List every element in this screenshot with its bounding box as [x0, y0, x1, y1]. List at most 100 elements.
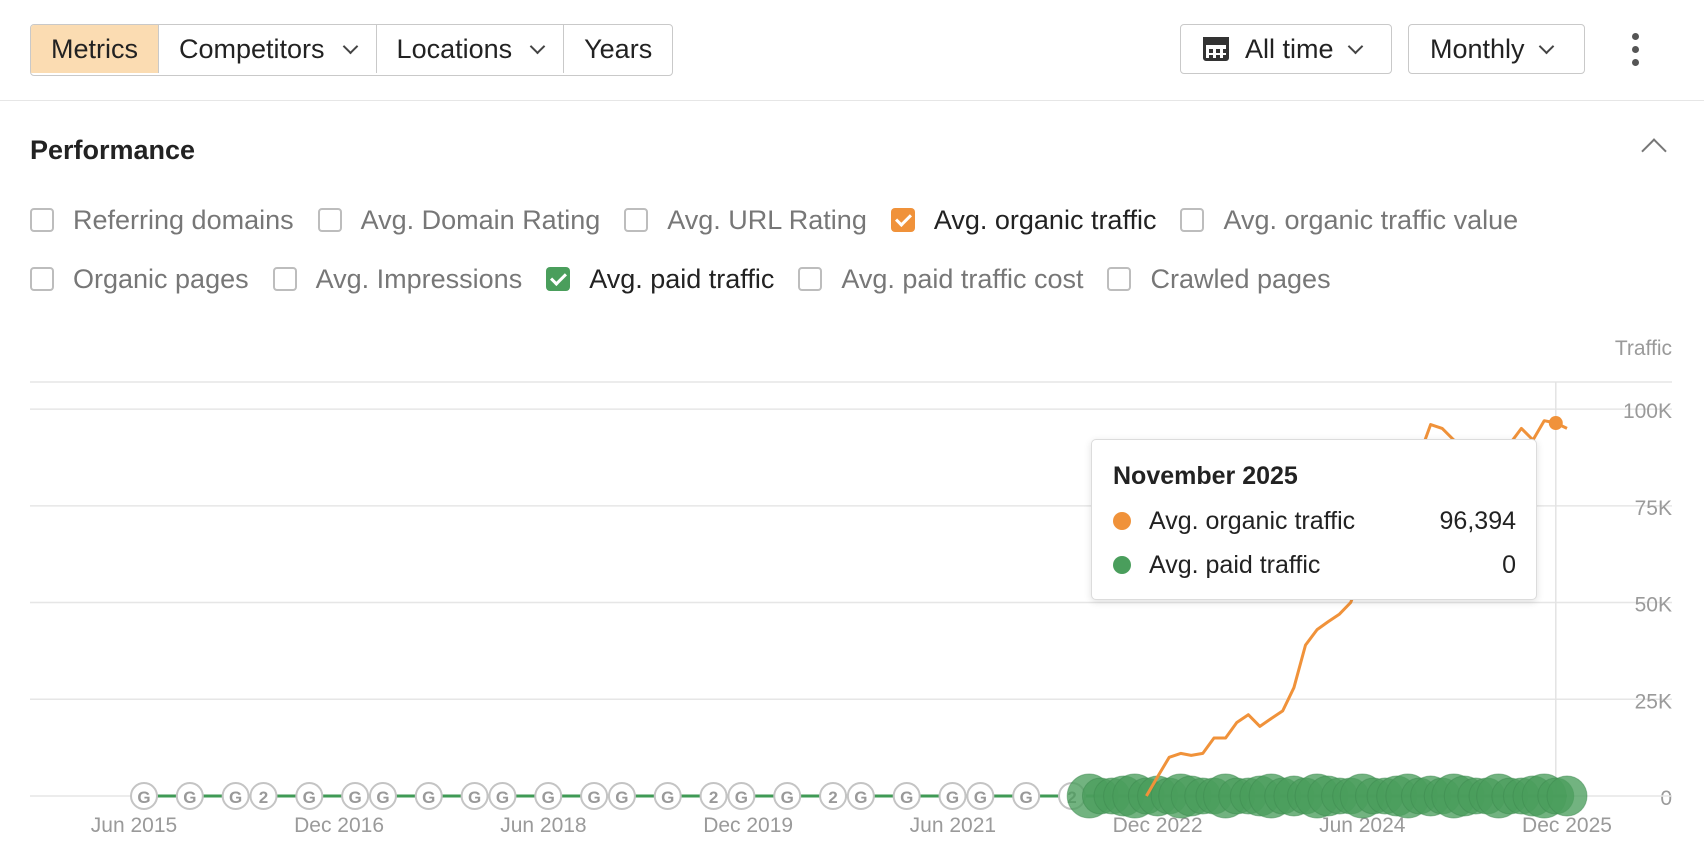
chevron-down-icon	[342, 38, 358, 54]
y-axis-title: Traffic	[1615, 337, 1672, 360]
view-tabs: Metrics Competitors Locations Years	[30, 24, 674, 76]
annotation-label: G	[854, 788, 867, 807]
metric-label: Avg. paid traffic cost	[841, 263, 1084, 294]
checkbox[interactable]	[1180, 208, 1205, 232]
metric-label: Referring domains	[73, 204, 294, 235]
annotation-label: G	[946, 788, 959, 807]
annotation-marker	[892, 782, 921, 810]
x-tick-label: Jun 2024	[1319, 814, 1406, 837]
annotation-marker	[773, 782, 802, 810]
checkbox[interactable]	[317, 208, 342, 232]
section-title: Performance	[30, 135, 196, 165]
annotation-label: G	[974, 788, 987, 807]
tooltip-row: Avg. organic traffic 96,394	[1113, 506, 1516, 536]
x-tick-label: Jun 2021	[910, 814, 996, 837]
x-tick-label: Jun 2018	[500, 814, 586, 837]
annotation-label: G	[376, 788, 389, 807]
chevron-down-icon	[1538, 38, 1554, 54]
metric-organic-pages[interactable]: Organic pages	[30, 264, 249, 295]
annotation-label: G	[137, 788, 150, 807]
checkbox-checked[interactable]	[546, 267, 571, 291]
annotation-label: G	[781, 788, 794, 807]
tab-metrics-label: Metrics	[51, 33, 138, 64]
calendar-icon	[1203, 37, 1229, 61]
metrics-row-1: Referring domains Avg. Domain Rating Avg…	[30, 202, 1542, 238]
annotation-marker	[414, 782, 443, 810]
checkbox[interactable]	[798, 267, 823, 291]
tooltip-label: Avg. paid traffic	[1149, 550, 1321, 579]
metric-avg-impressions[interactable]: Avg. Impressions	[272, 264, 522, 295]
more-options-icon[interactable]	[1630, 33, 1640, 67]
metric-crawled-pages[interactable]: Crawled pages	[1107, 264, 1331, 295]
annotation-marker	[727, 782, 756, 810]
metric-label: Avg. organic traffic value	[1223, 204, 1519, 235]
highlight-point	[1548, 416, 1563, 431]
checkbox[interactable]	[272, 267, 297, 291]
tab-locations[interactable]: Locations	[377, 25, 565, 73]
annotation-label: G	[183, 788, 196, 807]
annotation-label: G	[615, 788, 628, 807]
annotation-marker	[938, 782, 967, 810]
annotation-marker	[295, 782, 324, 810]
x-tick-label: Dec 2025	[1522, 814, 1612, 837]
annotation-marker	[249, 782, 278, 810]
metric-avg-organic-traffic-value[interactable]: Avg. organic traffic value	[1180, 205, 1518, 236]
annotation-marker	[460, 782, 489, 810]
metric-label: Avg. Domain Rating	[360, 204, 601, 235]
interval-dropdown[interactable]: Monthly	[1408, 24, 1585, 74]
metric-label: Avg. paid traffic	[589, 263, 775, 294]
metric-label: Avg. organic traffic	[933, 204, 1157, 235]
y-tick-label: 75K	[1635, 497, 1672, 520]
annotation-label: G	[303, 788, 316, 807]
annotation-marker	[488, 782, 517, 810]
interval-label: Monthly	[1430, 33, 1525, 64]
annotation-bubble	[1546, 775, 1588, 817]
annotation-marker	[130, 782, 158, 810]
x-tick-label: Jun 2015	[91, 814, 177, 837]
metric-label: Avg. URL Rating	[667, 204, 867, 235]
metric-avg-paid-traffic[interactable]: Avg. paid traffic	[546, 264, 774, 295]
checkbox-checked[interactable]	[890, 208, 915, 232]
tab-years[interactable]: Years	[564, 25, 672, 73]
annotation-marker	[221, 782, 250, 810]
annotation-label: 2	[709, 788, 718, 807]
date-range-dropdown[interactable]: All time	[1180, 24, 1392, 74]
annotation-label: G	[542, 788, 555, 807]
tab-competitors-label: Competitors	[179, 33, 325, 64]
metric-avg-paid-traffic-cost[interactable]: Avg. paid traffic cost	[798, 264, 1083, 295]
tooltip-label: Avg. organic traffic	[1149, 506, 1356, 535]
y-tick-label: 25K	[1635, 690, 1672, 713]
metric-referring-domains[interactable]: Referring domains	[30, 205, 294, 236]
chevron-down-icon	[529, 38, 546, 54]
metrics-row-2: Organic pages Avg. Impressions Avg. paid…	[30, 261, 1355, 297]
annotation-label: G	[229, 788, 242, 807]
tab-metrics[interactable]: Metrics	[31, 25, 159, 73]
annotation-marker	[1012, 782, 1041, 810]
traffic-chart[interactable]: Traffic 0 25K 50K 75K 100K Jun 2015 Dec 2016 Jun…	[0, 330, 1704, 866]
metric-label: Organic pages	[73, 263, 249, 294]
checkbox[interactable]	[30, 208, 54, 232]
y-tick-label: 100K	[1623, 400, 1672, 423]
checkbox[interactable]	[30, 267, 54, 291]
annotation-label: G	[496, 788, 509, 807]
checkbox[interactable]	[1107, 267, 1132, 291]
x-tick-label: Dec 2019	[703, 814, 793, 837]
annotation-marker	[846, 782, 875, 810]
checkbox[interactable]	[624, 208, 649, 232]
legend-dot-icon	[1113, 512, 1131, 530]
annotation-marker	[341, 782, 370, 810]
tab-competitors[interactable]: Competitors	[159, 25, 377, 73]
chart-tooltip: November 2025 Avg. organic traffic 96,394…	[1091, 439, 1537, 600]
annotation-marker	[175, 782, 204, 810]
collapse-chevron-up-icon[interactable]	[1641, 138, 1667, 164]
annotation-label: G	[1020, 788, 1033, 807]
metric-avg-url-rating[interactable]: Avg. URL Rating	[624, 205, 867, 236]
tab-years-label: Years	[584, 33, 653, 64]
annotation-label: G	[587, 788, 600, 807]
metric-avg-domain-rating[interactable]: Avg. Domain Rating	[317, 204, 601, 236]
annotation-label: G	[735, 788, 748, 807]
metric-avg-organic-traffic[interactable]: Avg. organic traffic	[890, 204, 1157, 236]
x-tick-label: Dec 2022	[1113, 814, 1203, 837]
annotation-marker	[819, 782, 848, 810]
annotation-marker	[607, 782, 636, 810]
